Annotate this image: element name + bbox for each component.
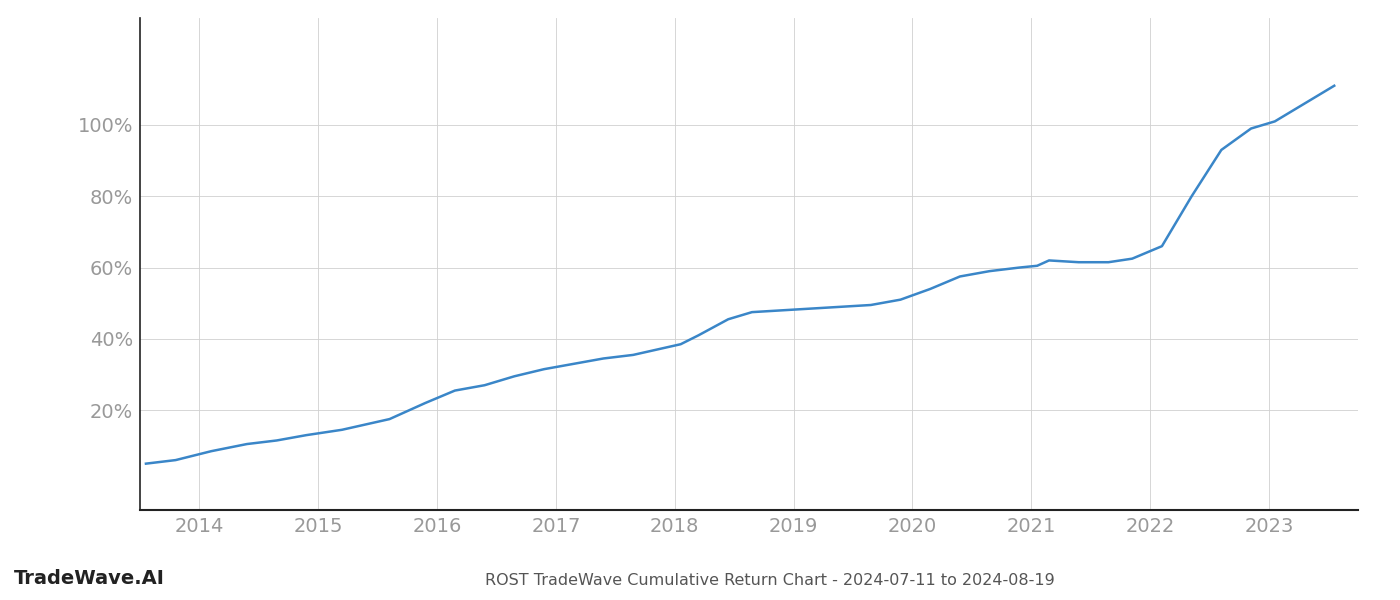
Text: TradeWave.AI: TradeWave.AI [14, 569, 165, 588]
Text: ROST TradeWave Cumulative Return Chart - 2024-07-11 to 2024-08-19: ROST TradeWave Cumulative Return Chart -… [486, 573, 1054, 588]
